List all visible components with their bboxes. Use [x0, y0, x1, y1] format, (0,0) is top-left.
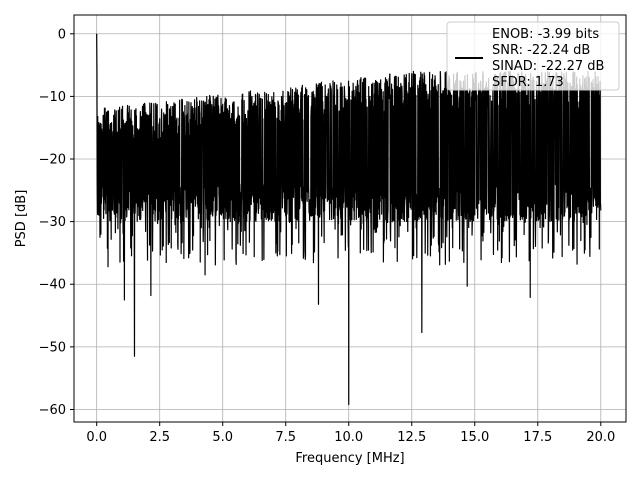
- x-tick-label: 17.5: [523, 430, 552, 445]
- axes-frame: [73, 14, 627, 423]
- ticks: 0.0 2.5 5.0 7.5 10.0 12.5 15.0 17.5 20.0 0 −10 −20 −…: [39, 27, 616, 445]
- y-tick-label: −10: [39, 90, 66, 105]
- y-tick-label: −30: [39, 215, 66, 230]
- y-tick-label: −20: [39, 153, 66, 168]
- y-tick-label: −50: [39, 340, 66, 355]
- legend-label-sinad: SINAD: -22.27 dB: [492, 59, 604, 74]
- x-tick-label: 5.0: [212, 430, 233, 445]
- legend-label-sfdr: SFDR: 1.73: [492, 75, 564, 90]
- x-axis-label: Frequency [MHz]: [295, 451, 404, 466]
- x-tick-label: 2.5: [149, 430, 170, 445]
- psd-series-line: [96, 33, 602, 406]
- x-tick-label: 12.5: [397, 430, 426, 445]
- x-tick-label: 0.0: [86, 430, 107, 445]
- y-tick-label: −40: [39, 278, 66, 293]
- x-tick-label: 20.0: [586, 430, 615, 445]
- legend-label-snr: SNR: -22.24 dB: [492, 43, 590, 58]
- data-area: [96, 33, 602, 406]
- y-tick-label: −60: [39, 403, 66, 418]
- x-tick-label: 7.5: [275, 430, 296, 445]
- y-tick-label: 0: [58, 27, 66, 42]
- x-tick-label: 15.0: [460, 430, 489, 445]
- legend-label-enob: ENOB: -3.99 bits: [492, 27, 599, 42]
- legend-box: [446, 21, 620, 91]
- y-axis-label: PSD [dB]: [14, 190, 29, 248]
- x-tick-label: 10.0: [334, 430, 363, 445]
- legend: ENOB: -3.99 bits SNR: -22.24 dB SINAD: -…: [446, 21, 620, 91]
